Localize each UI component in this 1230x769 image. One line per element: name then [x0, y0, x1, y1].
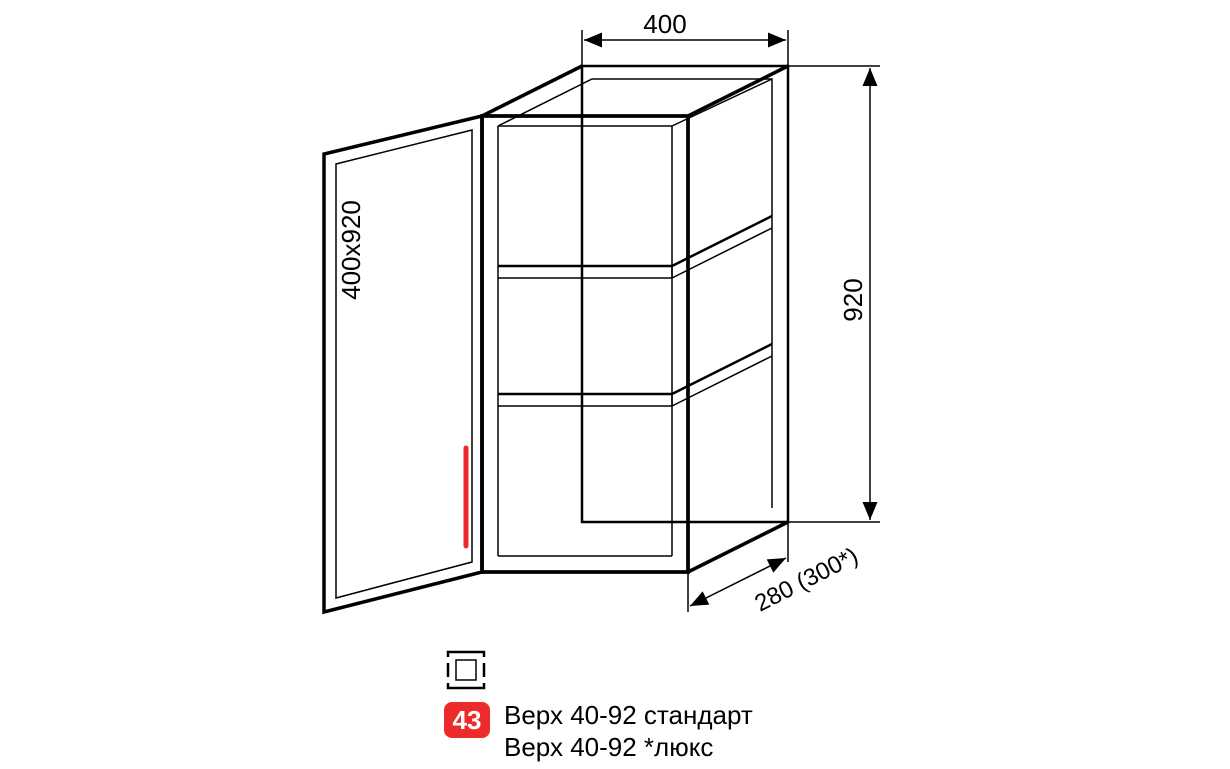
caption-line-1: Верх 40-92 стандарт	[504, 700, 753, 730]
item-badge: 43	[444, 702, 490, 738]
dimension-height-label: 920	[838, 278, 868, 321]
shelf-2	[498, 344, 772, 406]
caption-line-2: Верх 40-92 *люкс	[504, 732, 713, 762]
shelf-1	[498, 216, 772, 278]
dimension-depth-label: 280 (300*)	[750, 542, 862, 617]
dimension-height: 920	[788, 66, 880, 522]
dimension-door-label: 400x920	[336, 200, 366, 300]
item-badge-number: 43	[453, 705, 482, 735]
cabinet-body	[482, 66, 788, 572]
dimension-depth: 280 (300*)	[688, 522, 863, 617]
dimension-width: 400	[582, 9, 788, 66]
frame-icon	[445, 652, 487, 688]
cabinet-diagram: 400 920 280 (300*) 400x920 43 Верх 40-92…	[0, 0, 1230, 769]
cabinet-door	[324, 116, 482, 612]
dimension-width-label: 400	[643, 9, 686, 39]
